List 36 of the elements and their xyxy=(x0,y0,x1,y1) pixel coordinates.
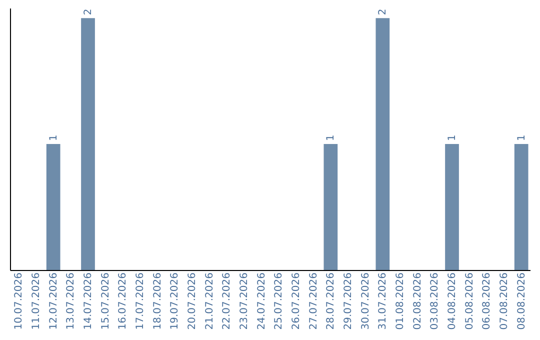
x-tick-label: 26.07.2026 xyxy=(291,272,302,330)
x-tick-label: 19.07.2026 xyxy=(170,272,181,330)
x-tick-label: 10.07.2026 xyxy=(14,272,25,330)
x-tick-label: 16.07.2026 xyxy=(118,272,129,330)
x-tick-label: 03.08.2026 xyxy=(430,272,441,330)
x-tick-label: 30.07.2026 xyxy=(360,272,372,330)
x-tick-label: 27.07.2026 xyxy=(308,272,320,330)
x-tick-label: 18.07.2026 xyxy=(152,272,164,330)
x-tick-label: 24.07.2026 xyxy=(256,272,268,330)
x-tick-label: 02.08.2026 xyxy=(412,272,424,330)
data-label: 2 xyxy=(83,8,94,16)
x-tick-label: 05.08.2026 xyxy=(464,272,476,330)
x-tick-label: 25.07.2026 xyxy=(274,272,285,330)
x-tick-label: 14.07.2026 xyxy=(83,272,94,330)
x-tick-label: 20.07.2026 xyxy=(187,272,198,330)
x-tick-label: 15.07.2026 xyxy=(100,272,112,330)
x-tick-label: 22.07.2026 xyxy=(222,272,233,330)
data-label: 2 xyxy=(378,8,389,16)
x-tick-label: 06.08.2026 xyxy=(482,272,493,330)
data-label: 1 xyxy=(516,134,528,142)
x-tick-label: 08.08.2026 xyxy=(516,272,528,330)
x-tick-label: 29.07.2026 xyxy=(343,272,354,330)
x-tick-label: 07.08.2026 xyxy=(499,272,510,330)
x-tick-label: 23.07.2026 xyxy=(239,272,250,330)
data-label: 1 xyxy=(447,134,458,142)
x-tick-label: 21.07.2026 xyxy=(204,272,216,330)
x-tick-label: 13.07.2026 xyxy=(66,272,77,330)
x-tick-label: 12.07.2026 xyxy=(48,272,60,330)
x-tick-label: 17.07.2026 xyxy=(135,272,146,330)
x-tick-label: 11.07.2026 xyxy=(31,272,42,330)
x-tick-label: 01.08.2026 xyxy=(395,272,406,330)
x-tick-label: 04.08.2026 xyxy=(447,272,458,330)
x-tick-label: 31.07.2026 xyxy=(378,272,389,330)
x-tick-label: 28.07.2026 xyxy=(326,272,337,330)
data-label: 1 xyxy=(48,134,60,142)
data-label: 1 xyxy=(326,134,337,142)
